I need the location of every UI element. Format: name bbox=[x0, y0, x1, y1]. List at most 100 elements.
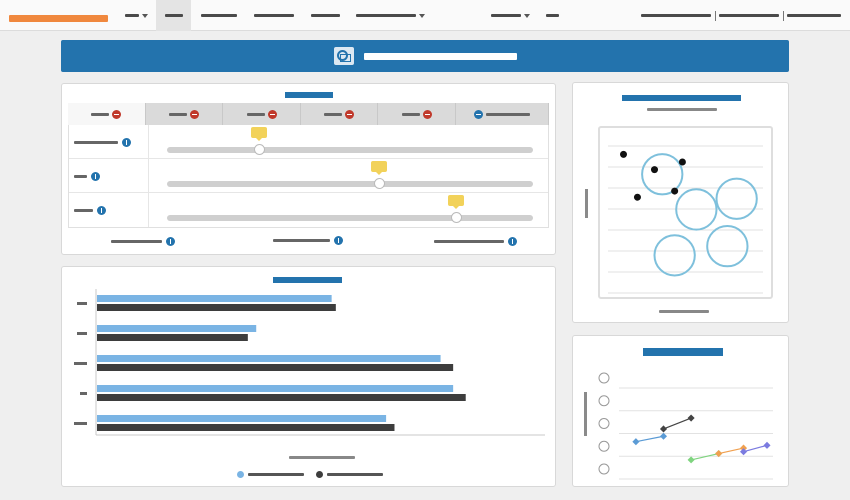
slider-label bbox=[74, 159, 100, 193]
bar bbox=[97, 334, 248, 341]
chevron-down-icon bbox=[141, 13, 148, 18]
legend-swatch bbox=[316, 471, 323, 478]
data-point bbox=[678, 158, 686, 166]
add-tab-button[interactable] bbox=[456, 103, 549, 125]
chevron-down-icon bbox=[418, 13, 425, 18]
chart-title bbox=[622, 95, 741, 101]
series-marker bbox=[687, 456, 695, 464]
series-marker bbox=[687, 414, 695, 422]
series-line bbox=[635, 435, 664, 443]
remove-icon[interactable] bbox=[345, 109, 355, 119]
remove-icon[interactable] bbox=[422, 109, 432, 119]
series-line bbox=[690, 452, 719, 461]
slider-handle[interactable] bbox=[451, 212, 463, 223]
slider-table bbox=[68, 125, 549, 228]
series-marker bbox=[715, 449, 723, 458]
slider-track[interactable] bbox=[167, 127, 533, 155]
series-line bbox=[718, 447, 744, 455]
chevron-down-icon bbox=[523, 13, 530, 18]
slider-label bbox=[74, 125, 131, 159]
data-point bbox=[671, 187, 679, 195]
info-icon[interactable] bbox=[91, 171, 100, 181]
footer-stat-2 bbox=[273, 236, 343, 245]
bubble-circle bbox=[675, 188, 718, 231]
legend-item-1[interactable] bbox=[237, 471, 304, 478]
slider-tooltip bbox=[448, 195, 465, 209]
slider-row bbox=[69, 125, 548, 159]
series-marker bbox=[659, 425, 668, 433]
y-axis-label bbox=[585, 189, 588, 218]
bubble-chart-panel bbox=[572, 82, 789, 323]
nav-item-5[interactable] bbox=[540, 0, 564, 31]
bar bbox=[97, 325, 257, 332]
info-icon[interactable] bbox=[508, 237, 517, 246]
info-icon[interactable] bbox=[334, 236, 343, 245]
chart-title bbox=[643, 348, 723, 356]
nav-menu-dropdown-3[interactable] bbox=[488, 0, 532, 31]
tab-5[interactable] bbox=[378, 103, 457, 125]
dashboard-icon bbox=[333, 47, 354, 65]
remove-icon[interactable] bbox=[189, 109, 199, 119]
tab-2[interactable] bbox=[145, 103, 224, 125]
x-axis-label bbox=[289, 456, 355, 459]
column-divider bbox=[148, 159, 149, 192]
remove-icon[interactable] bbox=[267, 109, 277, 119]
series-line bbox=[743, 444, 768, 453]
y-axis-label bbox=[584, 392, 587, 436]
nav-link-2[interactable] bbox=[716, 0, 782, 31]
nav-item-3[interactable] bbox=[250, 0, 298, 31]
category-tick-label bbox=[80, 392, 87, 395]
footer-stat-3 bbox=[434, 237, 517, 246]
nav-link-3[interactable] bbox=[785, 0, 843, 31]
app-logo[interactable] bbox=[9, 15, 108, 22]
remove-icon[interactable] bbox=[112, 109, 122, 119]
nav-item-active[interactable] bbox=[156, 0, 191, 31]
slider-row bbox=[69, 159, 548, 193]
bar bbox=[97, 355, 441, 362]
bar bbox=[97, 385, 454, 392]
chart-subtitle bbox=[647, 108, 717, 111]
top-navbar bbox=[0, 0, 850, 31]
data-point bbox=[633, 193, 641, 201]
column-divider bbox=[148, 193, 149, 227]
line-chart-panel bbox=[572, 335, 789, 487]
column-divider bbox=[148, 125, 149, 158]
chart-title bbox=[273, 277, 342, 283]
slider-track[interactable] bbox=[167, 161, 533, 189]
slider-handle[interactable] bbox=[253, 144, 265, 155]
nav-menu-dropdown-1[interactable] bbox=[118, 0, 154, 31]
series-marker bbox=[763, 441, 771, 449]
tab-3[interactable] bbox=[223, 103, 301, 125]
bar bbox=[97, 295, 332, 302]
nav-separator bbox=[715, 11, 716, 21]
data-point bbox=[651, 166, 658, 174]
series-line bbox=[663, 417, 692, 430]
series-marker bbox=[632, 438, 640, 446]
info-icon[interactable] bbox=[166, 237, 175, 246]
radio-option bbox=[598, 418, 610, 429]
slider-handle[interactable] bbox=[374, 178, 386, 189]
nav-link-1[interactable] bbox=[638, 0, 714, 31]
line-chart bbox=[598, 372, 773, 480]
slider-track[interactable] bbox=[167, 195, 533, 223]
page-header-banner bbox=[61, 40, 789, 72]
category-tick-label bbox=[77, 302, 87, 305]
tab-4[interactable] bbox=[300, 103, 379, 125]
nav-item-2[interactable] bbox=[196, 0, 242, 31]
bar bbox=[97, 415, 387, 422]
tab-1[interactable] bbox=[68, 103, 146, 125]
legend-item-2[interactable] bbox=[316, 471, 383, 478]
info-icon[interactable] bbox=[122, 137, 131, 147]
info-icon[interactable] bbox=[97, 205, 106, 215]
nav-menu-dropdown-2[interactable] bbox=[352, 0, 428, 31]
category-tick-label bbox=[77, 332, 87, 335]
radio-option bbox=[598, 463, 610, 475]
bubble-circle bbox=[715, 177, 758, 220]
bar-chart bbox=[74, 289, 545, 436]
add-icon bbox=[474, 109, 484, 119]
nav-separator bbox=[783, 11, 784, 21]
nav-item-4[interactable] bbox=[306, 0, 344, 31]
radio-option bbox=[598, 440, 610, 452]
bubble-chart bbox=[608, 145, 763, 294]
slider-tooltip bbox=[371, 161, 388, 175]
